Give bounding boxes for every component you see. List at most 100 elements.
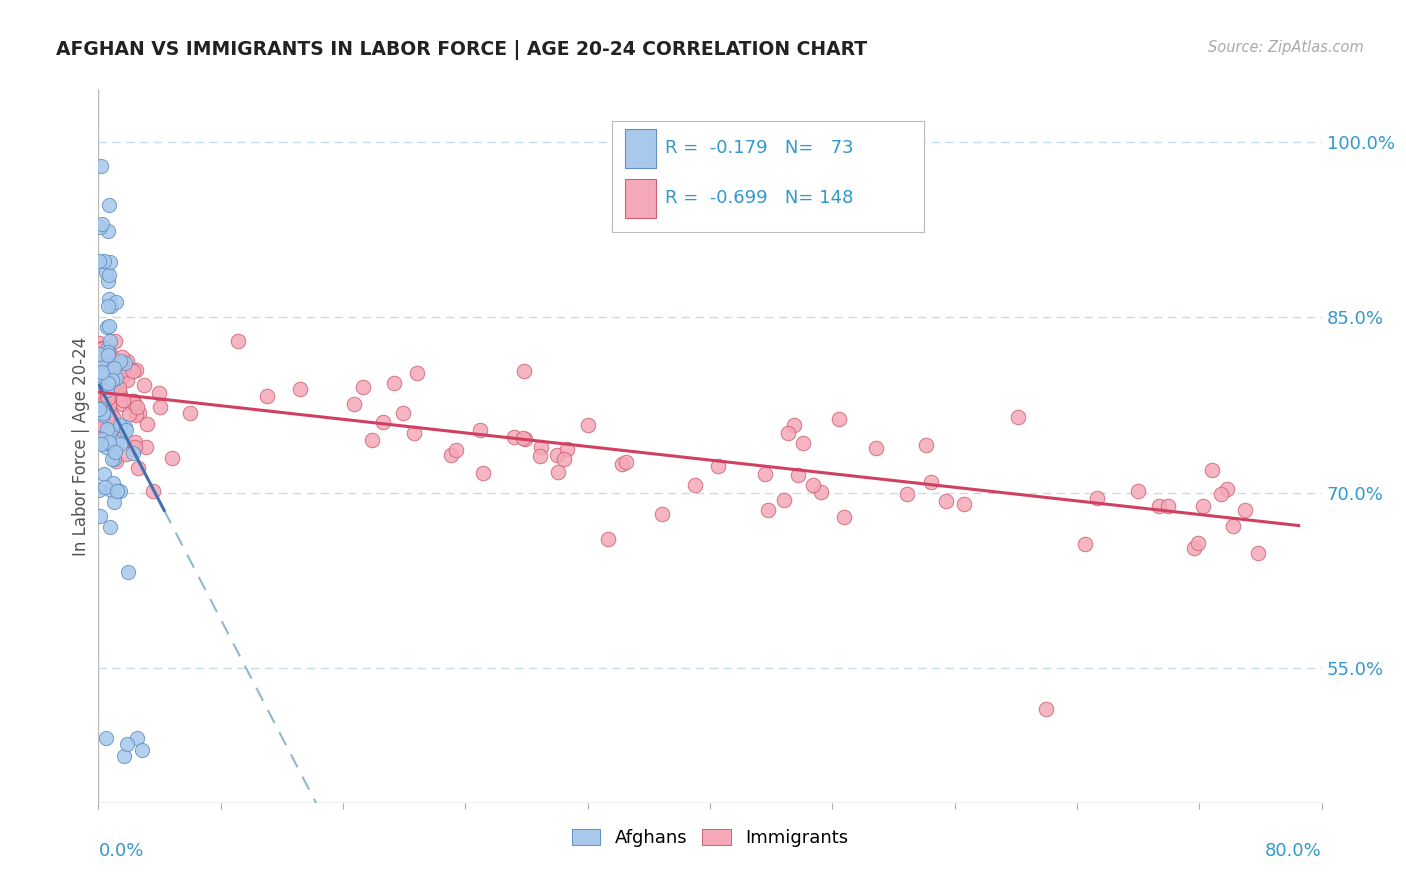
Point (124, 440, 146, 454)
Point (94, 355, 117, 369)
Point (89, 388, 111, 402)
Point (97, 362, 120, 376)
Point (89, 347, 111, 361)
Point (125, 400, 148, 414)
Point (801, 478, 824, 492)
Point (94, 431, 117, 445)
Point (98, 318, 121, 333)
Point (97, 300, 120, 314)
Point (651, 507, 673, 521)
Point (104, 454, 127, 468)
Point (97, 365, 120, 379)
Point (557, 442, 579, 456)
Text: R =  -0.179   N=   73: R = -0.179 N= 73 (665, 139, 853, 157)
Point (97, 376, 120, 390)
Point (105, 434, 128, 449)
Point (93, 467, 115, 481)
Point (503, 430, 526, 444)
Text: AFGHAN VS IMMIGRANTS IN LABOR FORCE | AGE 20-24 CORRELATION CHART: AFGHAN VS IMMIGRANTS IN LABOR FORCE | AG… (56, 40, 868, 60)
Point (103, 495, 125, 509)
Point (96, 319, 118, 334)
Point (89, 417, 111, 432)
Point (96, 368, 118, 383)
Point (1201, 463, 1223, 477)
Point (596, 533, 619, 547)
Point (135, 440, 157, 454)
Point (103, 434, 125, 448)
Point (101, 475, 124, 490)
Point (776, 426, 799, 441)
Point (127, 461, 149, 475)
Point (110, 370, 132, 384)
Point (89, 419, 111, 434)
Point (98, 425, 121, 440)
Point (104, 370, 127, 384)
FancyBboxPatch shape (624, 129, 655, 168)
Point (915, 437, 938, 451)
Point (98, 334, 121, 348)
Point (832, 510, 855, 524)
Point (288, 382, 311, 396)
Point (111, 350, 134, 364)
Point (117, 565, 139, 579)
Point (89, 336, 111, 351)
Point (179, 406, 201, 420)
Point (103, 380, 125, 394)
Point (93, 373, 115, 387)
Point (440, 448, 463, 462)
Point (96, 441, 118, 455)
Point (446, 442, 468, 457)
Point (406, 366, 429, 380)
Point (97, 376, 120, 391)
Point (371, 415, 394, 429)
Point (707, 459, 730, 474)
Point (96, 388, 118, 402)
Point (112, 749, 135, 764)
Text: 0.0%: 0.0% (98, 842, 143, 860)
Point (1247, 546, 1270, 560)
Point (94, 265, 117, 279)
Text: Source: ZipAtlas.com: Source: ZipAtlas.com (1208, 40, 1364, 55)
Legend: Afghans, Immigrants: Afghans, Immigrants (564, 822, 856, 855)
Point (226, 334, 249, 348)
Point (89, 219, 111, 234)
Point (89, 392, 111, 406)
Point (105, 389, 128, 403)
Point (89, 366, 111, 380)
Point (97, 348, 120, 362)
Point (865, 441, 887, 455)
Point (513, 432, 536, 446)
Point (122, 395, 145, 409)
Point (404, 425, 426, 440)
Point (90, 436, 112, 450)
Point (149, 400, 172, 414)
Point (89, 483, 111, 497)
Point (772, 493, 794, 508)
Point (90, 342, 112, 356)
Point (115, 447, 138, 461)
Point (754, 467, 776, 481)
Point (384, 376, 406, 390)
Point (89, 435, 111, 450)
Point (90, 432, 112, 446)
Point (90, 408, 112, 422)
Point (547, 465, 569, 479)
Point (90, 398, 112, 412)
Point (90, 355, 112, 369)
Point (89, 253, 111, 268)
Point (93, 391, 115, 405)
Point (360, 433, 382, 447)
Point (97, 224, 120, 238)
Point (122, 394, 145, 409)
Point (104, 444, 127, 458)
Point (1149, 500, 1171, 514)
Point (529, 449, 551, 463)
Point (343, 396, 366, 410)
Point (148, 386, 170, 401)
Point (91, 376, 114, 390)
Point (90, 361, 112, 376)
Point (935, 493, 957, 508)
Point (100, 406, 122, 420)
Point (683, 478, 706, 492)
Point (108, 483, 131, 498)
